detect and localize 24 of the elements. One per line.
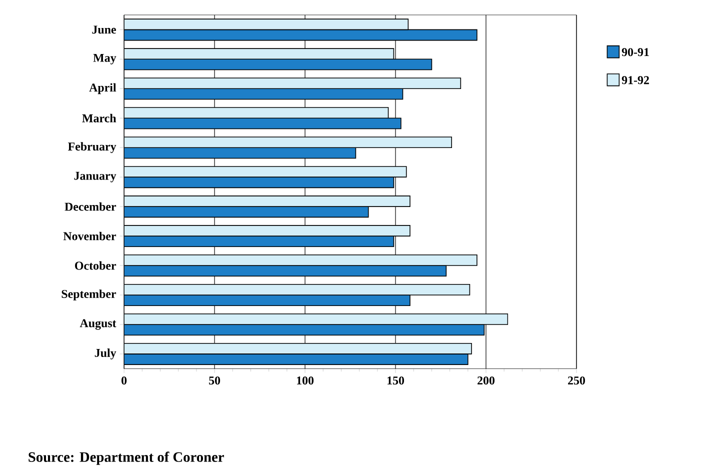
x-tick-label: 150	[387, 376, 404, 384]
source-note: Source: Department of Coroner	[28, 452, 224, 465]
y-tick-label: December	[64, 202, 116, 211]
x-tick-label: 250	[568, 376, 585, 384]
bar	[124, 48, 394, 60]
y-tick-label: February	[68, 142, 116, 153]
y-tick-label: November	[63, 232, 116, 240]
x-tick-label: 50	[209, 376, 220, 384]
bar	[124, 342, 472, 354]
y-tick-label: March	[82, 114, 116, 122]
y-tick-label: January	[74, 172, 116, 182]
x-tick-label: 0	[122, 376, 127, 384]
legend-label: 91-92	[622, 76, 649, 84]
y-tick-label: September	[62, 289, 116, 300]
legend-label: 90-91	[622, 48, 649, 56]
x-tick-label: 100	[297, 376, 314, 384]
y-tick-label: May	[93, 54, 116, 64]
y-tick-label: October	[75, 261, 116, 270]
y-tick-label: June	[92, 26, 116, 34]
y-tick-label: August	[80, 319, 116, 330]
bar	[124, 18, 409, 30]
x-tick-label: 200	[478, 376, 494, 384]
y-tick-label: April	[89, 83, 116, 94]
y-tick-label: July	[94, 348, 116, 360]
